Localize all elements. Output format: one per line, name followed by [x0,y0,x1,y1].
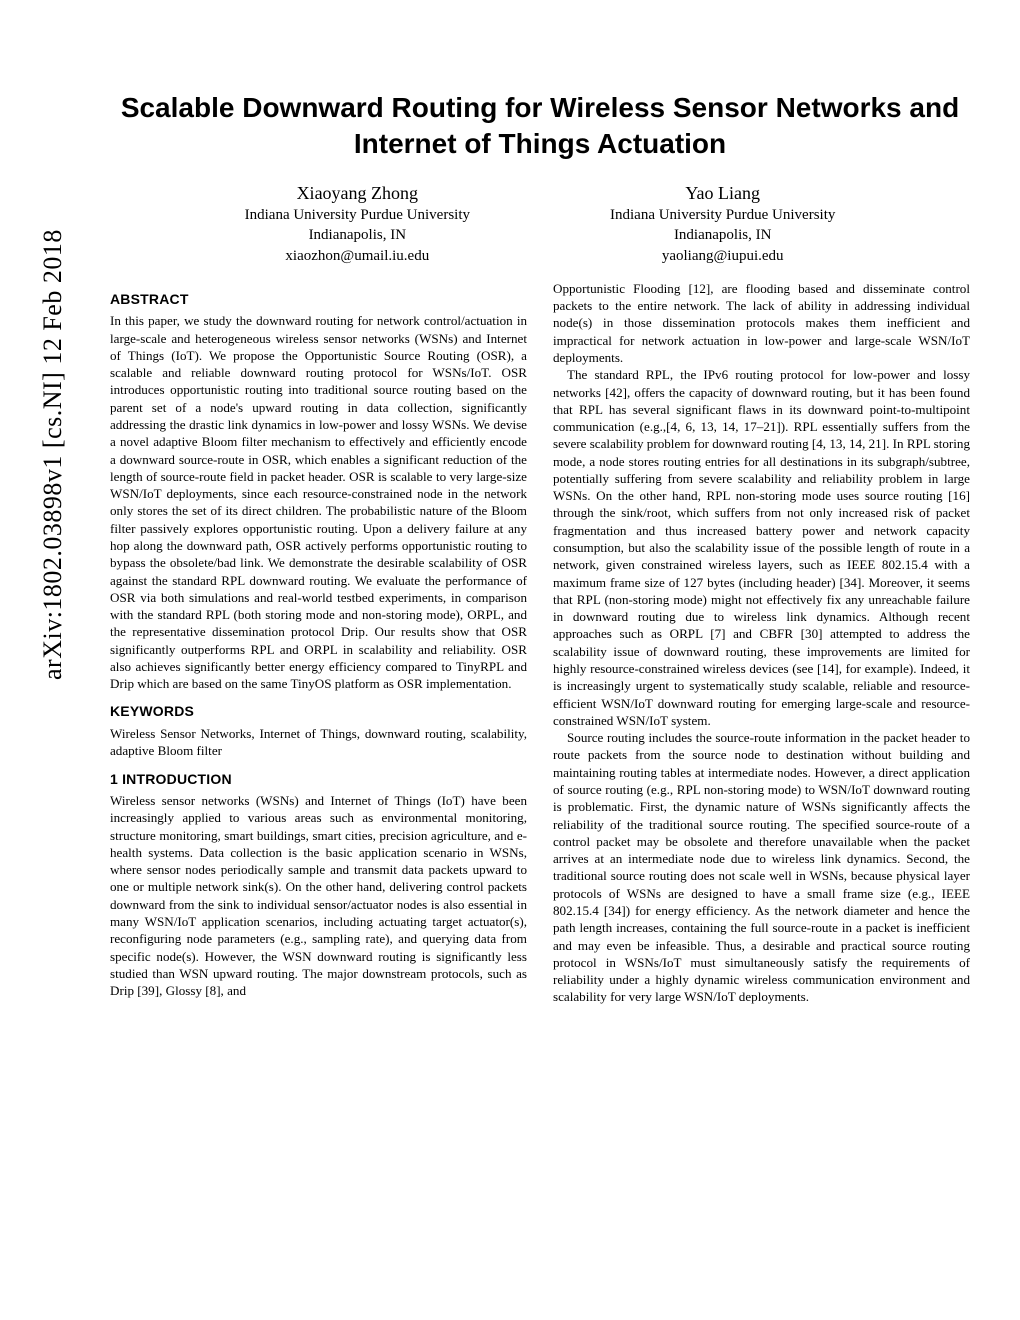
author-1: Xiaoyang Zhong Indiana University Purdue… [245,181,470,266]
keywords-heading: KEYWORDS [110,702,527,720]
author-name: Yao Liang [610,181,835,205]
paper-title: Scalable Downward Routing for Wireless S… [110,90,970,163]
authors-block: Xiaoyang Zhong Indiana University Purdue… [110,181,970,266]
abstract-heading: ABSTRACT [110,290,527,308]
col2-paragraph-3: Source routing includes the source-route… [553,729,970,1006]
intro-paragraph-1: Wireless sensor networks (WSNs) and Inte… [110,792,527,999]
author-email: xiaozhon@umail.iu.edu [245,246,470,266]
arxiv-stamp: arXiv:1802.03898v1 [cs.NI] 12 Feb 2018 [38,229,68,680]
two-column-body: ABSTRACT In this paper, we study the dow… [110,280,970,1006]
intro-heading: 1 INTRODUCTION [110,770,527,788]
col2-paragraph-2: The standard RPL, the IPv6 routing proto… [553,366,970,729]
author-name: Xiaoyang Zhong [245,181,470,205]
author-location: Indianapolis, IN [245,225,470,245]
author-2: Yao Liang Indiana University Purdue Univ… [610,181,835,266]
page-content: Scalable Downward Routing for Wireless S… [110,90,970,1290]
col2-paragraph-1: Opportunistic Flooding [12], are floodin… [553,280,970,366]
keywords-text: Wireless Sensor Networks, Internet of Th… [110,725,527,760]
author-affiliation: Indiana University Purdue University [610,205,835,225]
author-email: yaoliang@iupui.edu [610,246,835,266]
author-affiliation: Indiana University Purdue University [245,205,470,225]
abstract-text: In this paper, we study the downward rou… [110,312,527,692]
author-location: Indianapolis, IN [610,225,835,245]
